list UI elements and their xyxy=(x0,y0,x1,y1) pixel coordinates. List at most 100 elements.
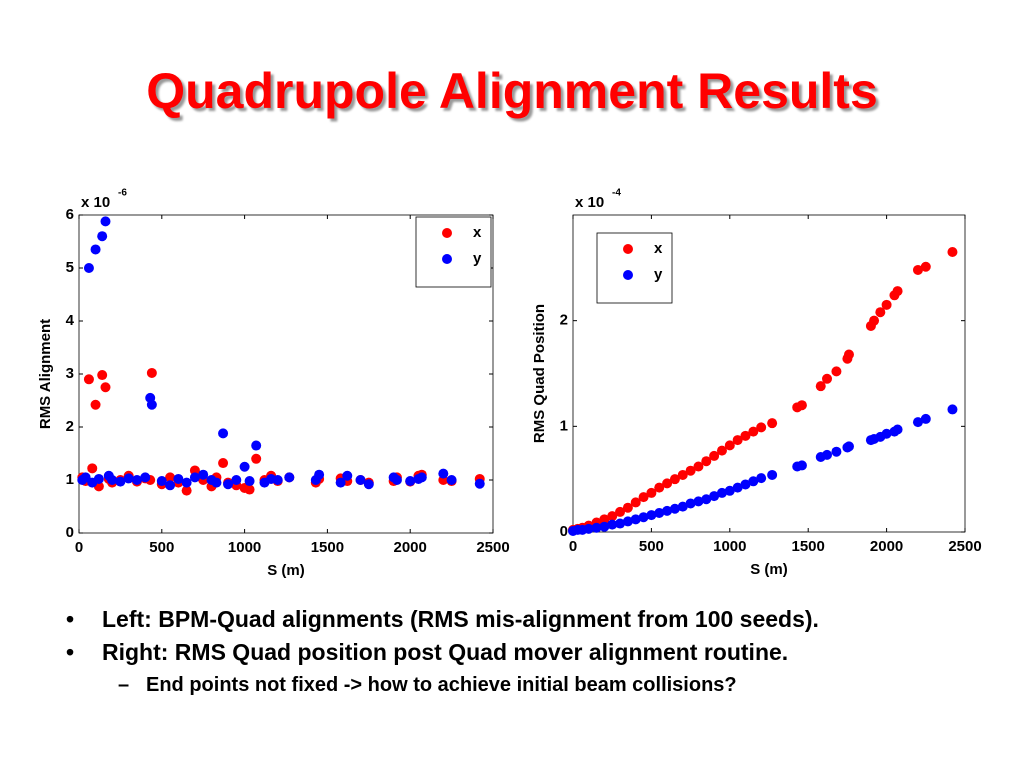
legend-label: y xyxy=(654,266,663,283)
point xyxy=(892,424,903,435)
point xyxy=(638,492,649,503)
point xyxy=(405,476,416,487)
point xyxy=(107,475,118,485)
point xyxy=(654,507,665,518)
point xyxy=(607,519,618,530)
point xyxy=(123,473,134,484)
point xyxy=(231,475,242,485)
point xyxy=(363,479,374,490)
legend-box xyxy=(415,216,492,288)
point xyxy=(677,469,688,480)
point xyxy=(355,475,366,485)
legend-label: x xyxy=(654,240,663,257)
point xyxy=(146,367,157,378)
point xyxy=(218,428,229,439)
point xyxy=(93,473,104,484)
point xyxy=(446,475,457,485)
point xyxy=(843,349,854,360)
y-tick-label: 2 xyxy=(560,312,568,329)
point xyxy=(822,449,833,460)
point xyxy=(474,478,485,489)
point xyxy=(822,373,833,384)
bullet: Right: RMS Quad position post Quad mover… xyxy=(60,639,960,666)
point xyxy=(181,485,192,496)
point xyxy=(831,366,842,377)
legend-marker xyxy=(623,244,633,254)
bullets: Left: BPM-Quad alignments (RMS mis-align… xyxy=(60,606,960,698)
point xyxy=(662,478,673,489)
y-tick-label: 1 xyxy=(66,471,74,488)
point xyxy=(438,468,449,479)
legend-marker xyxy=(623,270,633,280)
bullet: Left: BPM-Quad alignments (RMS mis-align… xyxy=(60,606,960,633)
point xyxy=(90,399,101,410)
x-tick-label: 0 xyxy=(75,539,83,556)
point xyxy=(416,472,427,483)
point xyxy=(189,472,200,483)
x-tick-label: 1000 xyxy=(713,538,746,555)
point xyxy=(796,400,807,411)
point xyxy=(947,404,958,415)
x-tick-label: 1500 xyxy=(792,538,825,555)
point xyxy=(748,426,759,437)
x-tick-label: 1500 xyxy=(311,539,344,556)
point xyxy=(740,479,751,490)
point xyxy=(724,440,735,451)
point xyxy=(173,473,184,484)
y-axis-label: RMS Quad Position xyxy=(531,304,548,443)
y-scale-exponent: -6 xyxy=(118,188,127,199)
point xyxy=(767,418,778,429)
point xyxy=(140,472,151,483)
y-scale-exponent: -4 xyxy=(612,188,621,199)
point xyxy=(622,516,633,527)
point xyxy=(701,456,712,467)
point xyxy=(211,477,222,488)
point xyxy=(90,244,101,255)
point xyxy=(677,501,688,512)
point xyxy=(669,474,680,485)
point xyxy=(391,475,402,485)
point xyxy=(716,487,727,498)
x-tick-label: 500 xyxy=(149,539,174,556)
y-tick-label: 3 xyxy=(66,365,74,382)
point xyxy=(314,469,325,480)
point xyxy=(583,523,594,534)
point xyxy=(165,472,176,483)
point xyxy=(622,502,633,513)
x-tick-label: 500 xyxy=(639,538,664,555)
point xyxy=(912,417,923,428)
point xyxy=(189,465,200,476)
point xyxy=(198,469,209,480)
point xyxy=(100,216,111,227)
point xyxy=(748,476,759,487)
point xyxy=(881,299,892,310)
point xyxy=(740,430,751,441)
point xyxy=(892,286,903,297)
x-tick-label: 0 xyxy=(569,538,577,555)
point xyxy=(615,506,626,517)
point xyxy=(685,465,696,476)
y-scale-base: x 10 xyxy=(81,194,110,211)
point xyxy=(716,445,727,456)
x-tick-label: 2500 xyxy=(476,539,509,556)
point xyxy=(669,503,680,514)
point xyxy=(815,381,826,392)
point xyxy=(843,441,854,452)
point xyxy=(100,382,111,393)
point xyxy=(831,446,842,457)
point xyxy=(947,246,958,257)
point xyxy=(342,470,353,481)
point xyxy=(732,435,743,446)
point xyxy=(630,497,641,508)
point xyxy=(646,510,657,521)
point xyxy=(796,460,807,471)
point xyxy=(239,461,250,472)
point xyxy=(131,475,142,485)
x-tick-label: 2000 xyxy=(394,539,427,556)
point xyxy=(685,498,696,509)
point xyxy=(223,479,234,490)
x-axis-label: S (m) xyxy=(750,561,788,578)
point xyxy=(767,469,778,480)
